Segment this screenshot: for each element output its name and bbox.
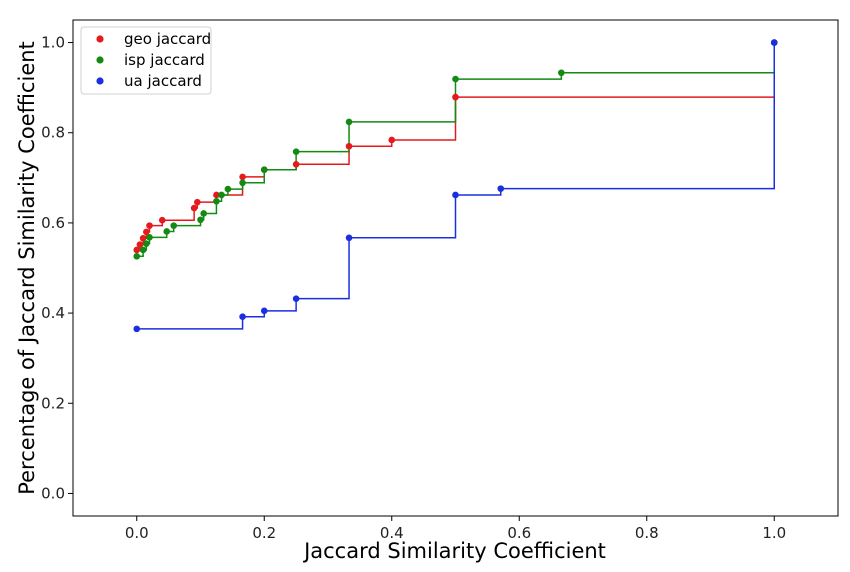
data-point-isp — [558, 69, 565, 77]
x-tick-label: 1.0 — [762, 524, 786, 542]
data-point-isp — [200, 210, 207, 217]
data-point-isp — [146, 234, 153, 241]
data-point-isp — [197, 216, 204, 224]
data-point-geo — [143, 228, 150, 236]
x-tick-label: 0.0 — [125, 524, 149, 542]
legend-marker-geo — [96, 35, 104, 43]
data-point-geo — [388, 136, 396, 144]
data-point-isp — [345, 118, 353, 126]
y-tick-label: 0.0 — [41, 484, 65, 502]
data-point-ua — [292, 295, 300, 302]
x-tick-label: 0.2 — [252, 524, 276, 542]
data-point-isp — [163, 228, 171, 235]
legend-marker-ua — [96, 77, 104, 85]
legend-label-isp: isp jaccard — [124, 51, 205, 69]
x-tick-label: 0.8 — [635, 524, 659, 542]
data-point-isp — [213, 197, 220, 205]
data-point-ua — [239, 313, 246, 320]
x-axis-ticks: 0.0 0.2 0.4 0.6 0.8 1.0 — [125, 516, 786, 542]
data-point-isp — [239, 179, 246, 187]
data-point-geo — [136, 241, 144, 248]
data-point-ua — [770, 39, 778, 46]
data-point-geo — [139, 234, 147, 242]
data-point-isp — [143, 240, 150, 247]
y-tick-label: 1.0 — [41, 34, 65, 52]
data-point-isp — [292, 148, 300, 155]
data-point-geo — [133, 246, 141, 254]
legend-marker-isp — [96, 56, 104, 64]
series-layer — [133, 39, 778, 333]
data-point-isp — [133, 252, 141, 260]
x-tick-label: 0.6 — [507, 524, 531, 542]
legend-label-geo: geo jaccard — [124, 30, 211, 48]
data-point-geo — [158, 216, 166, 224]
legend: geo jaccard isp jaccard ua jaccard — [80, 26, 212, 95]
x-tick-label: 0.4 — [380, 524, 404, 542]
data-point-isp — [170, 222, 178, 229]
data-point-ua — [497, 185, 505, 192]
data-point-isp — [139, 246, 147, 254]
data-point-geo — [292, 160, 300, 168]
y-axis-ticks: 0.0 0.2 0.4 0.6 0.8 1.0 — [41, 34, 73, 502]
data-point-isp — [260, 166, 268, 174]
data-point-ua — [345, 234, 353, 242]
data-point-geo — [452, 93, 459, 101]
y-tick-label: 0.6 — [41, 214, 65, 232]
data-point-geo — [213, 191, 220, 199]
y-tick-label: 0.4 — [41, 304, 65, 322]
data-point-ua — [133, 325, 141, 333]
data-point-isp — [452, 75, 459, 83]
data-point-geo — [190, 204, 198, 212]
data-point-ua — [452, 191, 459, 199]
x-axis-label: Jaccard Similarity Coefficient — [302, 539, 606, 563]
data-point-isp — [224, 185, 232, 193]
legend-label-ua: ua jaccard — [124, 72, 202, 90]
data-point-geo — [345, 142, 353, 150]
y-tick-label: 0.8 — [41, 124, 65, 142]
data-point-isp — [218, 191, 225, 199]
y-axis-label: Percentage of Jaccard Similarity Coeffic… — [15, 41, 39, 495]
data-point-geo — [194, 198, 201, 206]
y-tick-label: 0.2 — [41, 394, 65, 412]
data-point-geo — [146, 222, 153, 229]
data-point-geo — [239, 173, 246, 181]
data-point-ua — [260, 307, 268, 315]
legend-box — [80, 26, 212, 95]
